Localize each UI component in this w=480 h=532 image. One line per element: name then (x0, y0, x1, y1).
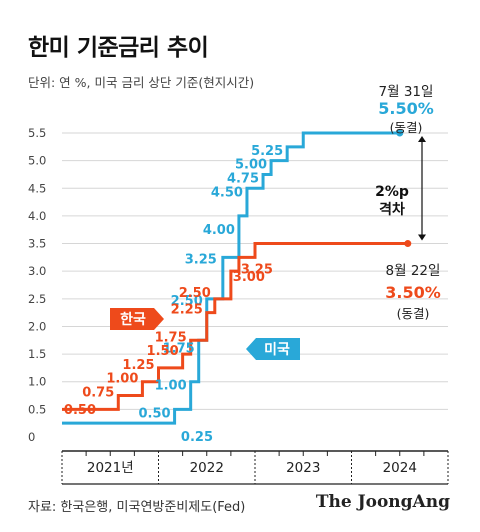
us-data-label: 4.00 (203, 223, 235, 238)
us-data-label: 2.50 (171, 294, 203, 309)
korea-rate-line (62, 242, 408, 411)
series (62, 129, 412, 425)
us-data-label: 5.00 (235, 158, 267, 173)
korea-end-date: 8월 22일 (386, 263, 441, 279)
korea-data-label: 1.25 (122, 358, 154, 373)
us-end-value: 5.50% (378, 99, 434, 118)
x-tick-label: 2021년 (87, 460, 134, 476)
us-data-label: 5.25 (251, 144, 283, 159)
y-tick-label: 3.0 (28, 264, 46, 278)
us-data-label: 1.75 (163, 341, 195, 356)
gap-arrow-head-top (418, 136, 426, 142)
us-data-label: 0.50 (139, 406, 171, 421)
us-data-label: 4.50 (211, 185, 243, 200)
page-title: 한미 기준금리 추이 (28, 35, 209, 61)
gap-label-sub: 격차 (379, 201, 405, 218)
us-data-label: 3.25 (185, 252, 217, 267)
korea-data-label: 1.50 (147, 344, 179, 359)
y-tick-label: 5.5 (28, 126, 46, 140)
korea-data-label: 0.50 (64, 403, 96, 418)
y-tick-label: 4.0 (28, 209, 46, 223)
y-tick-label: 1.0 (28, 375, 46, 389)
y-tick-label: 2.5 (28, 292, 46, 306)
korea-data-label: 2.25 (171, 303, 203, 318)
gap-label: 2%p (375, 184, 409, 200)
korea-data-label: 1.00 (106, 372, 138, 387)
y-tick-label: 0 (28, 430, 35, 444)
source-note: 자료: 한국은행, 미국연방준비제도(Fed) (28, 500, 246, 515)
x-tick-label: 2023 (286, 460, 320, 476)
korea-data-label: 3.25 (241, 262, 273, 277)
x-axis: 2021년 2022 2023 2024 (61, 450, 449, 485)
korea-tag-label: 한국 (120, 312, 146, 328)
y-tick-label: 0.5 (28, 402, 46, 416)
brand-logo: The JoongAng (315, 492, 450, 512)
us-tag-label: 미국 (264, 342, 290, 358)
us-data-label: 1.00 (155, 379, 187, 394)
korea-data-label: 1.75 (155, 330, 187, 345)
korea-data-label: 0.75 (82, 386, 114, 401)
y-tick-label: 3.5 (28, 237, 46, 251)
korea-tag (110, 308, 164, 330)
x-tick-label: 2022 (190, 460, 224, 476)
korea-end-point (404, 240, 412, 248)
us-end-date: 7월 31일 (379, 84, 434, 100)
y-axis-ticks: 0 0.5 1.0 1.5 2.0 2.5 3.0 3.5 4.0 4.5 5.0 5.5 (28, 126, 46, 444)
y-tick-label: 2.0 (28, 319, 46, 333)
unit-note: 단위: 연 %, 미국 금리 상단 기준(현지시간) (28, 75, 255, 90)
korea-data-label: 3.00 (233, 270, 265, 285)
y-tick-label: 4.5 (28, 181, 46, 195)
y-tick-label: 1.5 (28, 347, 46, 361)
us-rate-line (62, 131, 400, 425)
us-data-label: 4.75 (227, 171, 259, 186)
y-tick-label: 5.0 (28, 154, 46, 168)
us-tag (246, 338, 300, 360)
gap-arrow-head-bottom (418, 234, 426, 241)
x-tick-label: 2024 (383, 460, 417, 476)
us-data-label: 0.25 (181, 430, 213, 445)
korea-data-label: 2.50 (179, 286, 211, 301)
korea-end-note: (동결) (397, 306, 430, 321)
us-end-point (396, 129, 404, 137)
us-end-note: (동결) (390, 120, 423, 135)
korea-end-value: 3.50% (385, 283, 441, 302)
data-labels: 0.50 1.00 1.75 2.50 3.25 4.00 4.504.755.005.25… (64, 144, 283, 445)
